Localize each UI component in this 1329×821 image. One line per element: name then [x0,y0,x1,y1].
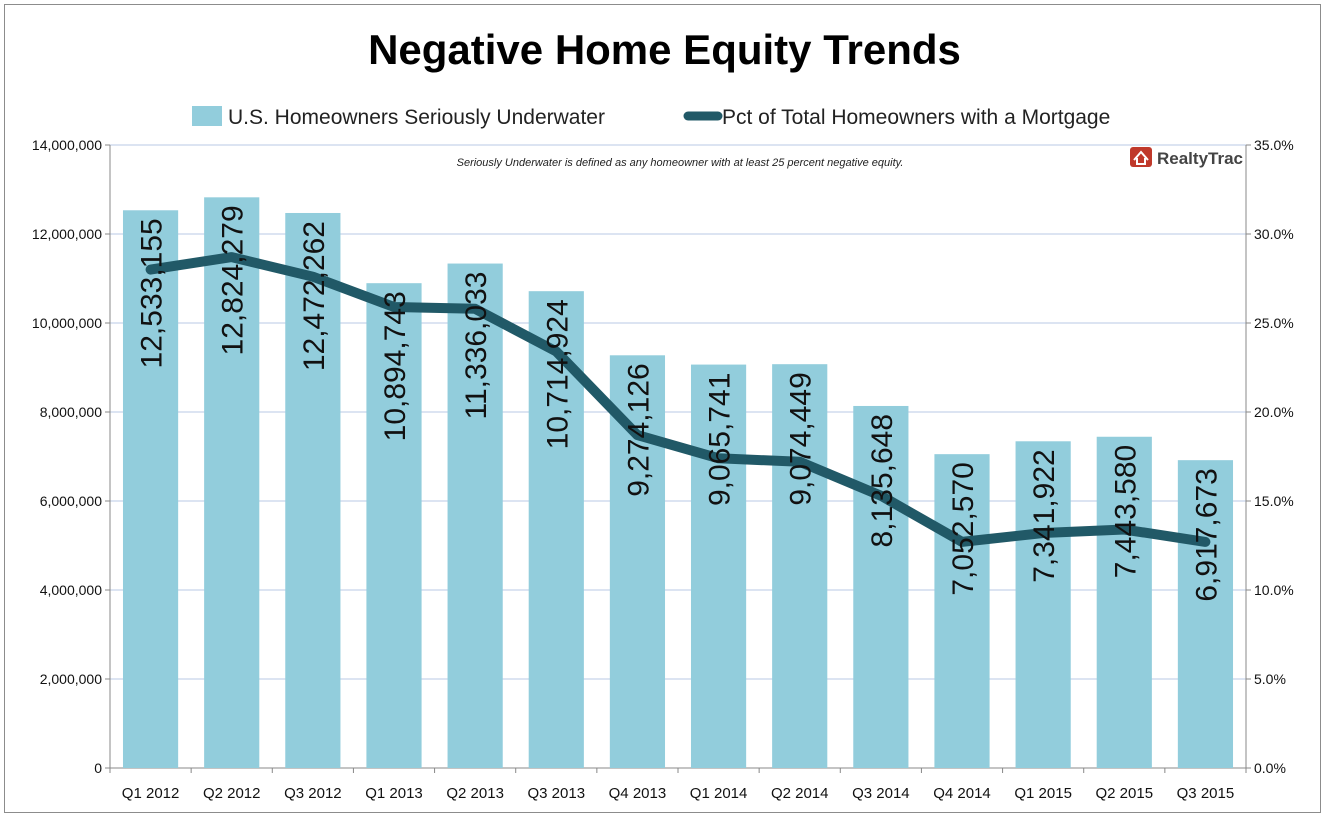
bar [772,364,828,768]
left-tick-label: 0 [94,760,102,776]
bar-value-label: 7,052,570 [947,462,980,595]
left-tick-label: 14,000,000 [32,137,102,153]
left-tick-label: 8,000,000 [40,404,102,420]
right-axis-ticks: 0.0% 5.0% 10.0% 15.0% 20.0% 25.0% 30.0% 35.0% [1246,137,1294,776]
data-labels: 12,533,155 12,824,279 12,472,262 10,894,743… [136,205,1224,601]
bar [1096,436,1152,768]
legend-bar-label: U.S. Homeowners Seriously Underwater [228,106,605,129]
bar [609,355,666,768]
bar-value-label: 12,472,262 [298,221,331,371]
bar-value-label: 12,533,155 [136,218,169,368]
gridlines [109,144,1247,769]
x-tick-label: Q1 2013 [365,785,423,802]
annotation-note: Seriously Underwater is defined as any h… [457,157,904,169]
bar [122,210,179,768]
x-tick-label: Q3 2014 [852,785,910,802]
left-tick-label: 4,000,000 [40,582,102,598]
bar-value-label: 7,443,580 [1109,445,1142,578]
x-tick-label: Q2 2015 [1096,785,1154,802]
x-tick-label: Q3 2013 [528,785,586,802]
bar [853,405,909,768]
bar-value-label: 10,714,924 [541,299,574,449]
house-icon [1130,147,1152,167]
right-tick-label: 20.0% [1254,404,1294,420]
left-tick-label: 6,000,000 [40,493,102,509]
house-icon-glyph [1133,150,1149,165]
x-axis-ticks: Q1 2012 Q2 2012 Q3 2012 Q1 2013 Q2 2013 Q3 20… [109,768,1247,802]
left-tick-label: 12,000,000 [32,226,102,242]
bar [934,454,990,768]
legend-line-label: Pct of Total Homeowners with a Mortgage [722,106,1110,129]
bar-value-label: 9,065,741 [704,373,737,506]
x-tick-label: Q1 2014 [690,785,748,802]
right-tick-label: 15.0% [1254,493,1294,509]
pct-line [145,252,1211,547]
legend-bar-swatch [192,106,222,126]
x-tick-label: Q1 2012 [122,785,180,802]
x-tick-label: Q3 2012 [284,785,342,802]
bar-value-label: 12,824,279 [217,205,250,355]
x-tick-label: Q4 2013 [609,785,667,802]
x-tick-label: Q3 2015 [1177,785,1235,802]
right-tick-label: 5.0% [1254,671,1286,687]
x-tick-label: Q2 2014 [771,785,829,802]
right-tick-label: 35.0% [1254,137,1294,153]
bar-value-label: 7,341,922 [1028,449,1061,582]
left-tick-label: 2,000,000 [40,671,102,687]
x-tick-label: Q4 2014 [933,785,991,802]
right-tick-label: 30.0% [1254,226,1294,242]
bar-value-label: 6,917,673 [1190,468,1223,601]
bar-value-label: 8,135,648 [866,414,899,547]
right-tick-label: 10.0% [1254,582,1294,598]
bars [122,197,1234,768]
bar [1177,460,1234,768]
bar [204,197,260,768]
bar-value-label: 11,336,033 [460,272,493,420]
realtytrac-logo: RealtyTrac [1130,147,1243,168]
legend: U.S. Homeowners Seriously Underwater Pct… [192,106,1110,129]
bar-value-label: 9,074,449 [785,372,818,505]
x-tick-label: Q2 2013 [446,785,504,802]
right-tick-label: 25.0% [1254,315,1294,331]
x-tick-label: Q2 2012 [203,785,261,802]
bar [690,364,747,768]
bar-value-label: 10,894,743 [379,291,412,441]
chart-title: Negative Home Equity Trends [368,26,961,73]
logo-text: RealtyTrac [1157,149,1243,168]
bar [366,283,422,768]
line-series [145,252,1211,547]
bar [285,212,341,768]
right-tick-label: 0.0% [1254,760,1286,776]
left-tick-label: 10,000,000 [32,315,102,331]
bar-value-label: 9,274,126 [622,363,655,496]
bar [1015,441,1071,768]
bar [447,263,503,768]
x-tick-label: Q1 2015 [1014,785,1072,802]
left-axis-ticks: 0 2,000,000 4,000,000 6,000,000 8,000,000 10,… [32,137,110,776]
